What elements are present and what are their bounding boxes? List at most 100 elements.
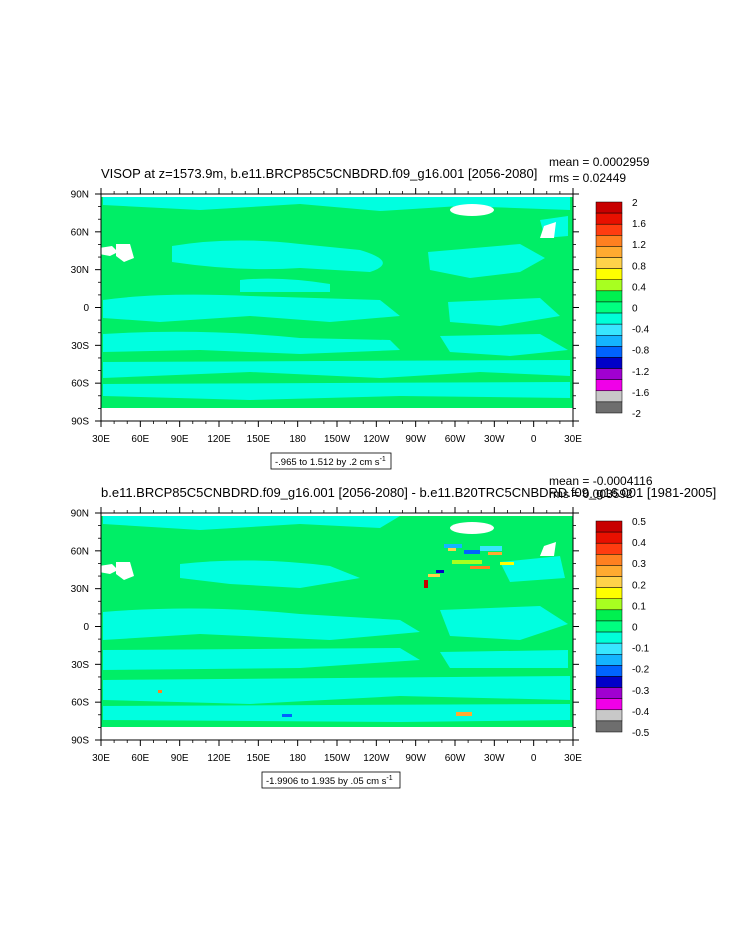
panel-1-range-box: -.965 to 1.512 by .2 cm s-1 (270, 452, 392, 470)
panel-2-x-tick-label: 60W (445, 753, 466, 764)
panel-2-x-tick-label: 150E (247, 753, 271, 764)
panel-1-x-tick-label: 30E (92, 434, 110, 445)
panel-1-colorbar-swatch (595, 335, 623, 347)
panel-1-antarctica (101, 408, 573, 421)
panel-1-polar-cap-n (101, 194, 573, 197)
panel-1-colorbar: 2 1.6 1.2 0.8 0.4 0 -0.4 -0.8 -1.2 -1.6 -2 (595, 198, 650, 420)
panel-2-colorbar-swatch (595, 698, 623, 711)
panel-2-colorbar-label: -0.1 (632, 644, 650, 655)
panel-1-y-tick-label: 0 (83, 303, 89, 314)
panel-2-anomaly-patches (158, 544, 514, 717)
panel-2-y-tick-label: 90N (71, 509, 89, 520)
panel-1-x-tick-label: 120W (363, 434, 390, 445)
panel-1-x-tick-label: 30E (564, 434, 582, 445)
panel-1-colorbar-swatch (595, 212, 623, 225)
panel-1-map (99, 193, 574, 422)
panel-1-colorbar-label: 0.8 (632, 261, 646, 272)
panel-1-colorbar-swatch (595, 379, 623, 392)
panel-2-x-tick-label: 90W (405, 753, 426, 764)
panel-2-colorbar-swatch (595, 609, 623, 622)
panel-1: VISOP at z=1573.9m, b.e11.BRCP85C5CNBDRD… (71, 155, 650, 470)
panel-1-x-tick-label: 90E (171, 434, 189, 445)
panel-2-polar-cap-n (101, 513, 573, 516)
panel-2-colorbar-label: -0.5 (632, 728, 650, 739)
panel-2-colorbar-swatch (595, 631, 623, 644)
panel-1-range-sup: -1 (380, 456, 386, 463)
panel-1-mean: mean = 0.0002959 (549, 155, 650, 169)
panel-2-y-tick-label: 30S (71, 660, 89, 671)
panel-1-y-tick-label: 30S (71, 341, 89, 352)
panel-2-axes: 30E 60E 90E 120E 150E 180 150W 120W 90W 60W 30W 0 30… (71, 507, 582, 764)
panel-1-colorbar-swatch (595, 368, 623, 380)
panel-1-colorbar-label: -0.4 (632, 325, 650, 336)
panel-2-colorbar-label: 0.4 (632, 538, 646, 549)
panel-1-y-tick-label: 60N (71, 227, 89, 238)
panel-2-colorbar-label: 0 (632, 623, 638, 634)
panel-1-x-tick-label: 150W (324, 434, 351, 445)
panel-2-colorbar-swatch (595, 554, 623, 566)
panel-2-colorbar-label: -0.4 (632, 707, 650, 718)
panel-2-antarctica (101, 727, 573, 740)
panel-2-colorbar: 0.5 0.4 0.3 0.2 0.1 0 -0.1 -0.2 -0.3 -0.4 -0.5 (595, 517, 650, 739)
panel-1-colorbar-label: 2 (632, 198, 638, 209)
panel-2-colorbar-swatch (595, 687, 623, 699)
panel-1-colorbar-label: 0.4 (632, 282, 646, 293)
panel-2-y-tick-label: 30N (71, 584, 89, 595)
panel-1-y-tick-label: 90S (71, 417, 89, 428)
panel-2-y-tick-label: 60N (71, 546, 89, 557)
panel-1-colorbar-label: -1.6 (632, 388, 650, 399)
panel-2: b.e11.BRCP85C5CNBDRD.f09_g16.001 [2056-2… (71, 474, 716, 789)
panel-2-colorbar-swatch (595, 576, 623, 588)
panel-2-colorbar-label: -0.2 (632, 665, 650, 676)
panel-2-x-tick-label: 60E (131, 753, 149, 764)
panel-2-colorbar-swatch (595, 531, 623, 544)
panel-1-colorbar-swatch (595, 323, 623, 336)
panel-2-x-tick-label: 30W (484, 753, 505, 764)
panel-2-range-sup: -1 (386, 775, 392, 782)
panel-1-cyan-regions (103, 197, 570, 400)
panel-2-colorbar-swatch (595, 542, 623, 555)
panel-1-colorbar-swatch (595, 290, 623, 303)
panel-2-range-box: -1.9906 to 1.935 by .05 cm s-1 (261, 771, 401, 789)
panel-2-colorbar-swatch (595, 676, 623, 688)
panel-1-colorbar-swatch (595, 401, 623, 414)
panel-1-colorbar-swatch (595, 268, 623, 280)
panel-2-cyan-regions (103, 516, 570, 722)
panel-2-colorbar-swatch (595, 642, 623, 655)
panel-1-colorbar-swatch (595, 246, 623, 258)
panel-2-y-tick-label: 60S (71, 698, 89, 709)
panel-1-colorbar-swatch (595, 235, 623, 247)
panel-2-rms: rms = 0.003592 (549, 487, 633, 501)
svg-text:-1.9906 to 1.935 by .05 cm s-1: -1.9906 to 1.935 by .05 cm s-1 (266, 775, 393, 787)
panel-1-x-tick-label: 180 (289, 434, 306, 445)
panel-2-colorbar-swatch (595, 620, 623, 633)
panel-1-range-label: -.965 to 1.512 by .2 cm s (275, 457, 380, 468)
panel-2-mean: mean = -0.0004116 (549, 474, 653, 488)
panel-1-rms: rms = 0.02449 (549, 171, 626, 185)
panel-1-x-tick-label: 150E (247, 434, 271, 445)
panel-1-colorbar-label: 1.2 (632, 240, 646, 251)
panel-1-colorbar-label: -1.2 (632, 367, 650, 378)
panel-1-colorbar-swatch (595, 357, 623, 369)
panel-2-x-tick-label: 150W (324, 753, 351, 764)
panel-1-title: VISOP at z=1573.9m, b.e11.BRCP85C5CNBDRD… (101, 166, 537, 181)
panel-2-x-tick-label: 180 (289, 753, 306, 764)
panel-1-colorbar-swatch (595, 390, 623, 403)
panel-2-x-tick-label: 120E (207, 753, 231, 764)
panel-1-x-tick-label: 60W (445, 434, 466, 445)
panel-1-x-tick-label: 30W (484, 434, 505, 445)
panel-1-x-tick-label: 90W (405, 434, 426, 445)
panel-2-colorbar-label: 0.5 (632, 517, 646, 528)
panel-1-colorbar-swatch (595, 201, 623, 214)
panel-2-colorbar-label: 0.1 (632, 601, 646, 612)
panel-1-x-tick-label: 120E (207, 434, 231, 445)
panel-2-colorbar-swatch (595, 598, 623, 611)
panel-2-colorbar-swatch (595, 520, 623, 533)
panel-1-colorbar-swatch (595, 279, 623, 292)
panel-2-title: b.e11.BRCP85C5CNBDRD.f09_g16.001 [2056-2… (101, 485, 716, 500)
panel-2-colorbar-swatch (595, 709, 623, 722)
panel-2-x-tick-label: 120W (363, 753, 390, 764)
panel-2-colorbar-label: -0.3 (632, 686, 650, 697)
panel-2-x-tick-label: 30E (92, 753, 110, 764)
